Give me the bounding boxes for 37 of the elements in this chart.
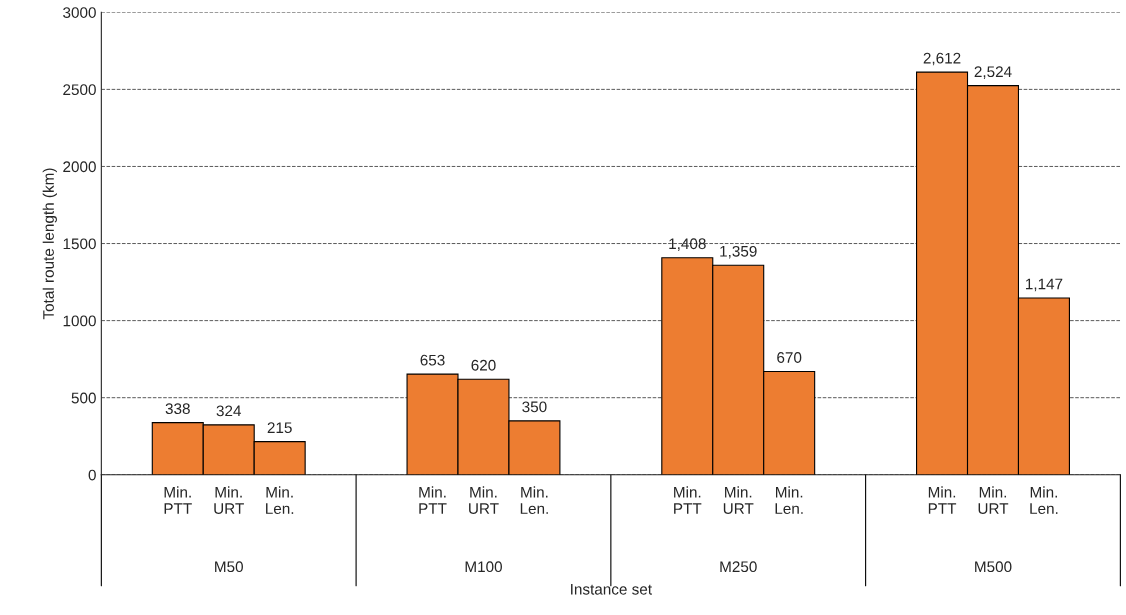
x-tick-label: M50 [215, 561, 243, 573]
text: Min. PTT [674, 486, 702, 514]
text: Min. PTT [928, 486, 957, 514]
text: Min. URT [723, 486, 754, 515]
data-label: 2,524 [974, 66, 1012, 79]
x-tick-label: M500 [975, 561, 1012, 573]
y-tick-label: 2500 [63, 84, 96, 96]
text: Min. Len. [775, 486, 803, 515]
x-tick-label: M250 [720, 561, 757, 573]
series-label: Min. PTT [164, 486, 192, 514]
y-tick-label: 0 [88, 469, 96, 481]
data-label: 324 [216, 405, 242, 417]
x-tick-label: M100 [465, 561, 502, 573]
data-label: 670 [777, 352, 802, 363]
data-label: 215 [267, 422, 292, 434]
text: Min. URT [469, 486, 499, 515]
text: Min. Len. [1030, 486, 1058, 515]
text: Min. Len. [520, 486, 548, 515]
data-label: 653 [420, 354, 445, 366]
data-label: 350 [522, 401, 547, 413]
y-tick-label: 2000 [63, 161, 96, 173]
data-label: 1,147 [1025, 278, 1063, 292]
y-tick-label: 1500 [63, 238, 96, 250]
y-axis-title: Total route length (km) [42, 168, 57, 320]
series-label: Min. Len. [266, 486, 294, 515]
y-tick-label: 3000 [63, 7, 96, 18]
text: Min. URT [978, 486, 1009, 515]
y-tick-label: 1000 [63, 315, 96, 327]
x-axis-title: Instance set [571, 584, 652, 595]
data-label: 1,359 [720, 245, 757, 259]
data-label: 1,408 [669, 238, 706, 251]
series-label: Min. URT [214, 486, 244, 515]
data-label: 2,612 [923, 52, 961, 66]
data-label: 620 [471, 359, 496, 371]
data-label: 338 [165, 403, 190, 415]
y-tick-label: 500 [71, 392, 96, 404]
text: Min. PTT [419, 486, 447, 514]
